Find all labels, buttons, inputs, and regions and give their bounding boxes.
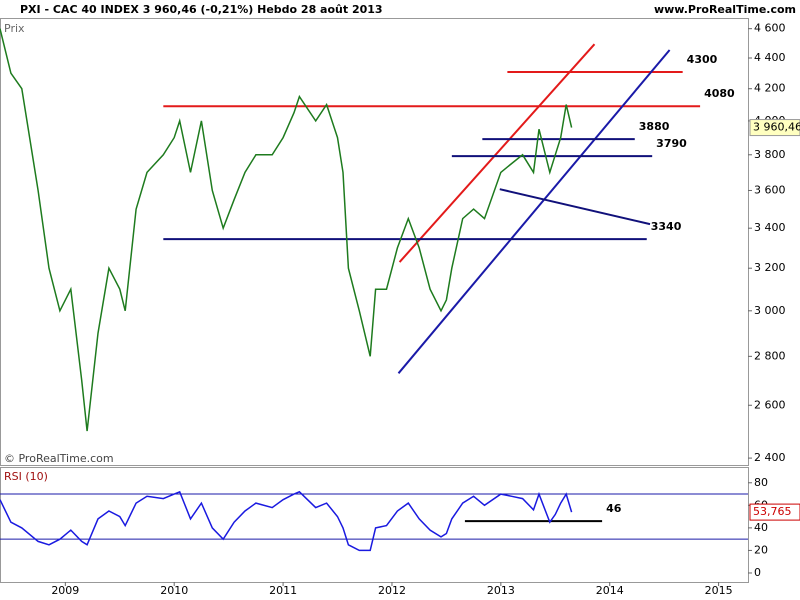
- trend-label: 3790: [656, 137, 687, 150]
- y-tick-label: 3 000: [754, 304, 786, 317]
- last-value-label: 53,765: [753, 505, 792, 518]
- y-tick-label: 2 400: [754, 451, 786, 464]
- x-tick-label: 2015: [705, 584, 733, 597]
- y-tick-label: 80: [754, 476, 768, 489]
- rsi-axis-label: RSI (10): [4, 470, 48, 483]
- header-title: PXI - CAC 40 INDEX 3 960,46 (-0,21%) Heb…: [20, 3, 383, 16]
- trend-label: 3340: [651, 220, 682, 233]
- series-line: [0, 490, 573, 552]
- trend-label: 46: [606, 502, 622, 515]
- y-tick-label: 4 600: [754, 22, 786, 35]
- x-tick-label: 2012: [378, 584, 406, 597]
- trend-label: 3880: [639, 120, 670, 133]
- y-tick-label: 3 200: [754, 261, 786, 274]
- last-value-box: [749, 503, 800, 521]
- y-tick-label: 3 600: [754, 183, 786, 196]
- y-tick-label: 4 400: [754, 51, 786, 64]
- header-site: www.ProRealTime.com: [654, 3, 796, 16]
- last-value-label: 3 960,46: [753, 121, 800, 134]
- y-tick-label: 4 200: [754, 82, 786, 95]
- x-tick-label: 2013: [487, 584, 515, 597]
- price-panel: [0, 18, 749, 466]
- trend-line: [398, 43, 596, 263]
- last-value-box: [749, 119, 800, 137]
- y-tick-label: 2 600: [754, 398, 786, 411]
- trend-label: 4080: [704, 87, 735, 100]
- trend-line: [499, 188, 651, 226]
- trend-line: [397, 49, 671, 374]
- x-tick-label: 2011: [269, 584, 297, 597]
- x-tick-label: 2010: [160, 584, 188, 597]
- y-tick-label: 3 800: [754, 148, 786, 161]
- trend-label: 4300: [687, 53, 718, 66]
- watermark: © ProRealTime.com: [4, 452, 114, 465]
- price-axis-label: Prix: [4, 22, 25, 35]
- y-tick-label: 3 400: [754, 221, 786, 234]
- y-tick-label: 40: [754, 521, 768, 534]
- y-tick-label: 2 800: [754, 349, 786, 362]
- rsi-panel: [0, 467, 749, 583]
- series-line: [0, 28, 573, 432]
- y-tick-label: 0: [754, 566, 761, 579]
- y-tick-label: 20: [754, 543, 768, 556]
- x-tick-label: 2014: [596, 584, 624, 597]
- x-tick-label: 2009: [51, 584, 79, 597]
